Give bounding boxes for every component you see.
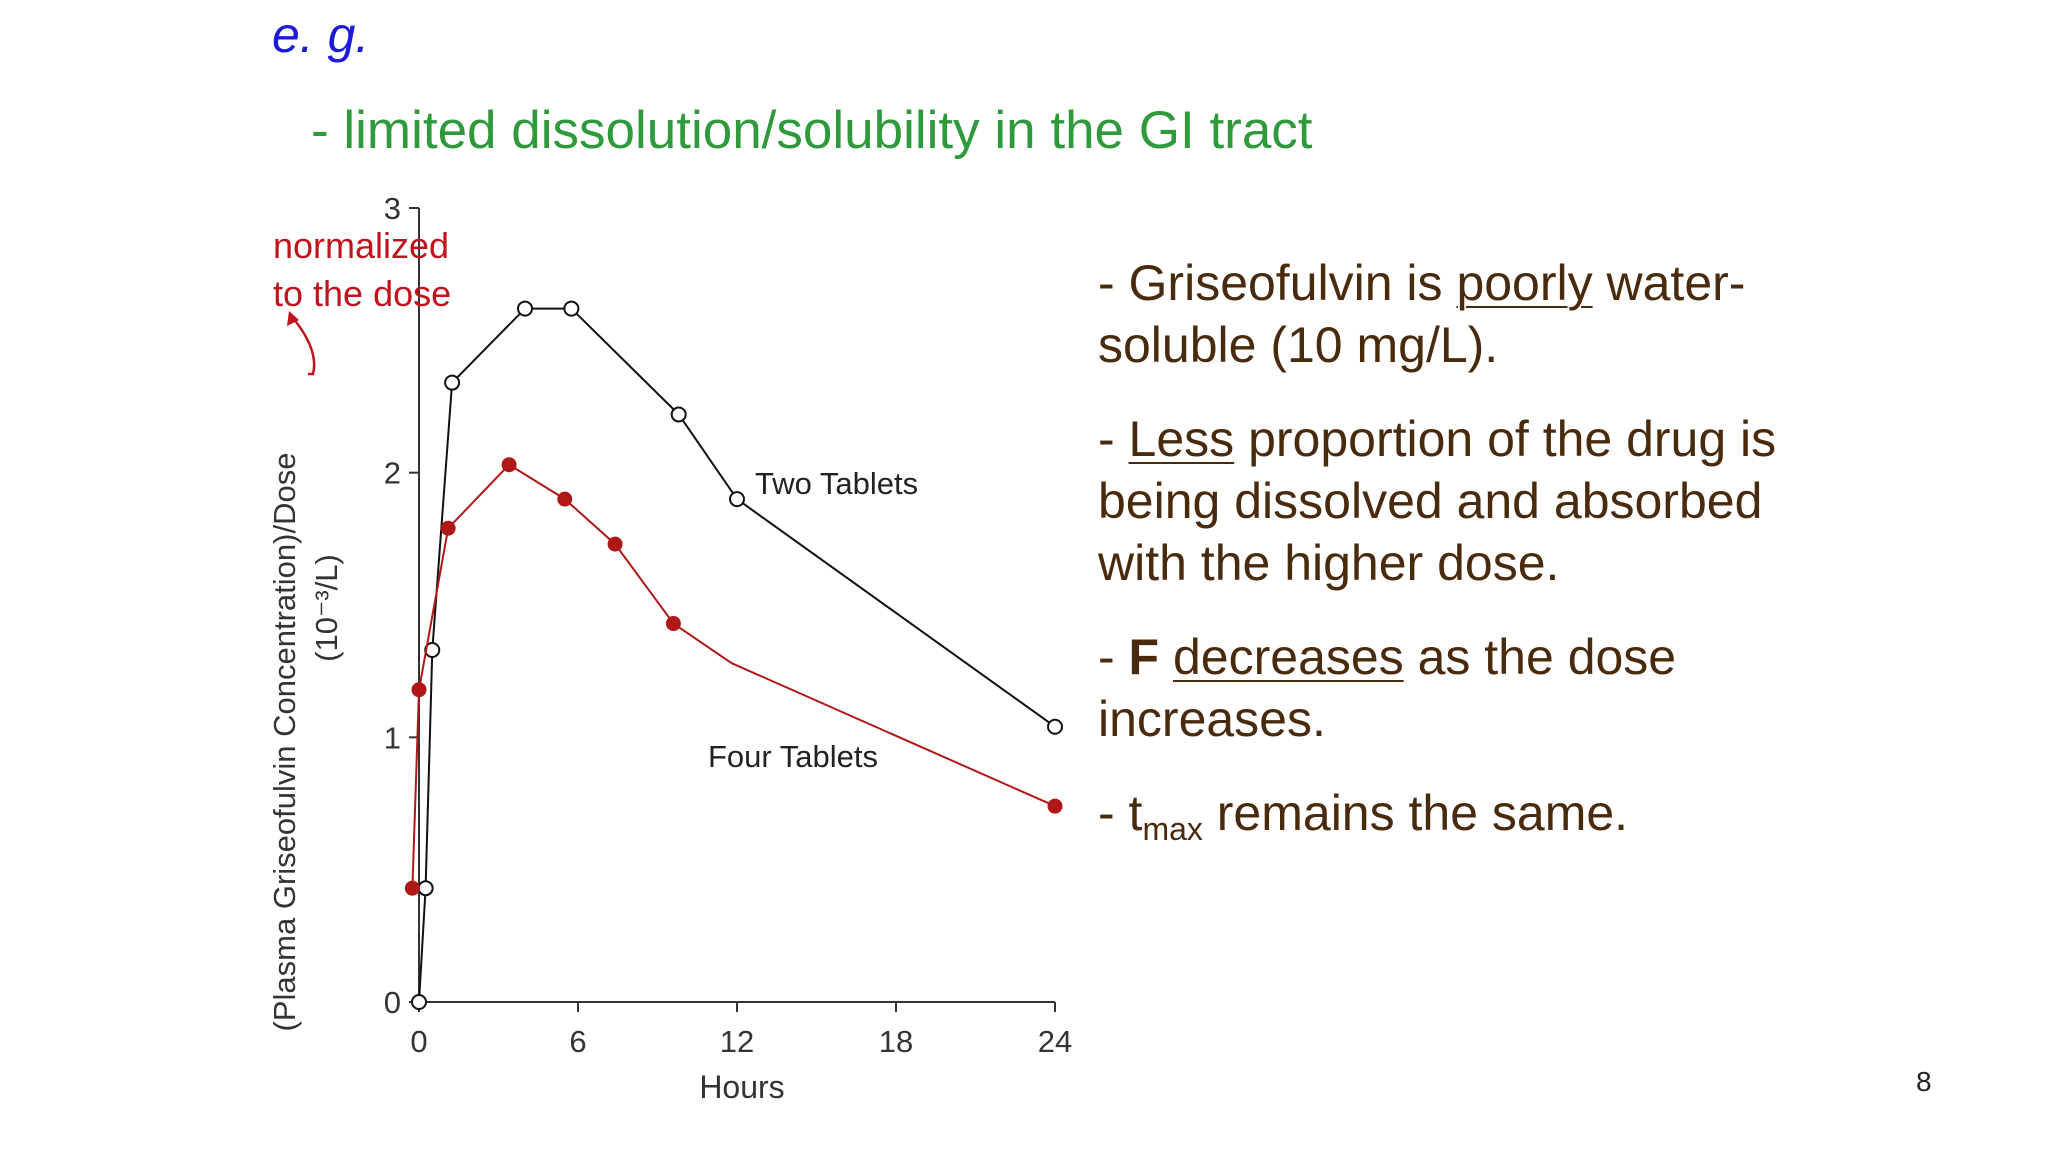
y-tick-label: 3	[384, 191, 401, 226]
x-tick-label: 24	[1038, 1024, 1072, 1059]
chart-series	[404, 300, 1063, 1010]
bullet-text: water-soluble (10 mg/L).	[1098, 255, 1746, 373]
bullet-2: - Less proportion of the drug is being d…	[1098, 408, 1818, 594]
bullet-4: - tmax remains the same.	[1098, 782, 1818, 847]
slide-subtitle: - limited dissolution/solubility in the …	[311, 101, 1313, 160]
annotation-line-1: normalized	[273, 225, 450, 266]
y-tick-label: 1	[384, 720, 401, 755]
bullet-text: proportion of the drug is being dissolve…	[1098, 411, 1777, 591]
y-tick-label: 2	[384, 456, 401, 491]
bullet-text: remains the same.	[1202, 785, 1629, 841]
bullet-text: -	[1098, 629, 1129, 685]
bullet-text	[1159, 629, 1173, 685]
x-tick-label: 0	[410, 1024, 427, 1059]
normalized-annotation: normalized to the dose	[273, 222, 451, 318]
page-number: 8	[1916, 1066, 1932, 1097]
y-axis-label: (Plasma Griseofulvin Concentration)/Dose	[267, 453, 302, 1032]
series-line	[411, 463, 1056, 889]
data-point	[1047, 718, 1063, 735]
annotation-line-2: to the dose	[273, 273, 452, 314]
y-axis-label-unit: (10⁻³/L)	[309, 554, 344, 662]
bullet-text: - Griseofulvin is	[1098, 255, 1457, 311]
bullet-text: - t	[1098, 785, 1143, 841]
y-axis-label-main: (Plasma Griseofulvin Concentration)/Dose	[267, 453, 302, 1032]
bullet-list: - Griseofulvin is poorly water-soluble (…	[1098, 252, 1818, 876]
chart-axes	[418, 208, 1055, 1003]
data-point	[665, 616, 681, 632]
data-point	[670, 406, 687, 423]
data-point	[411, 682, 427, 698]
x-tick-label: 18	[879, 1024, 913, 1059]
eg-heading: e. g.	[272, 7, 370, 63]
annotation-arrow-head	[287, 311, 299, 326]
data-point	[444, 374, 461, 391]
annotation-arrow	[292, 317, 316, 376]
data-point	[563, 300, 580, 317]
data-point	[417, 880, 434, 897]
bullet-underlined: poorly	[1456, 255, 1593, 311]
series-label-four-tablets: Four Tablets	[708, 739, 878, 774]
bullet-text: as the dose increases.	[1098, 629, 1677, 747]
x-axis-label: Hours	[699, 1069, 784, 1105]
y-tick-label: 0	[384, 985, 401, 1020]
data-point	[440, 520, 456, 536]
data-point	[501, 457, 517, 473]
data-point	[557, 491, 573, 507]
bullet-text: -	[1098, 411, 1129, 467]
series-label-two-tablets: Two Tablets	[755, 466, 918, 501]
data-point	[607, 536, 623, 552]
data-point	[729, 491, 745, 508]
bullet-underlined: Less	[1128, 411, 1235, 467]
bullet-underlined: decreases	[1173, 629, 1404, 685]
data-point	[411, 994, 427, 1010]
bullet-bold: F	[1128, 629, 1160, 685]
x-tick-label: 12	[720, 1024, 754, 1059]
data-point	[404, 880, 420, 896]
data-point	[517, 300, 533, 317]
bullet-3: - F decreases as the dose increases.	[1098, 626, 1818, 750]
data-point	[1047, 798, 1063, 814]
series-line	[418, 307, 1056, 1003]
bullet-1: - Griseofulvin is poorly water-soluble (…	[1098, 252, 1818, 376]
x-tick-label: 6	[569, 1024, 586, 1059]
bullet-subscript: max	[1142, 811, 1203, 847]
